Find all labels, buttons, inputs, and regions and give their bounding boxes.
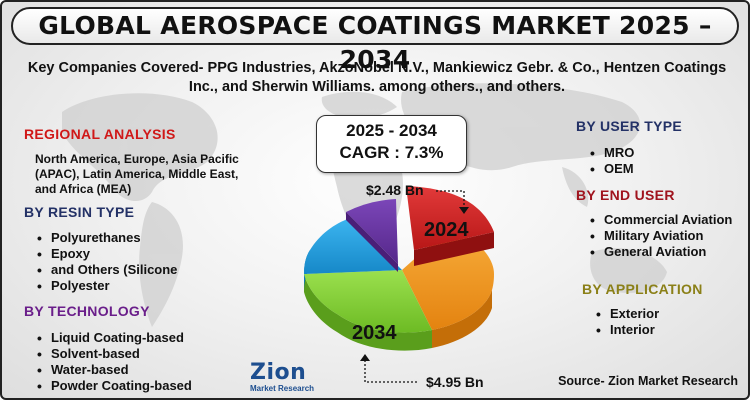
list-item: Solvent-based <box>35 346 192 362</box>
regional-analysis-heading: REGIONAL ANALYSIS <box>24 126 176 142</box>
pie-slice-blue <box>304 218 402 274</box>
callout-arrow-2034 <box>360 354 419 383</box>
technology-list: Liquid Coating-based Solvent-based Water… <box>35 330 192 394</box>
zion-logo: Zion Market Research <box>250 362 320 394</box>
list-item: Polyester <box>35 278 177 294</box>
list-item: Polyurethanes <box>35 230 177 246</box>
pie-slice-red-side <box>414 232 494 266</box>
user-type-list: MRO OEM <box>588 145 634 177</box>
end-user-heading: BY END USER <box>576 187 675 203</box>
label-2034: 2034 <box>352 322 397 344</box>
cagr-box: 2025 - 2034 CAGR : 7.3% <box>316 115 467 173</box>
pie-chart: 2024 2034 <box>304 186 494 351</box>
application-heading: BY APPLICATION <box>582 281 703 297</box>
value-2034: $4.95 Bn <box>426 374 484 390</box>
list-item: Liquid Coating-based <box>35 330 192 346</box>
source-text: Source- Zion Market Research <box>558 374 738 388</box>
application-list: Exterior Interior <box>594 306 659 338</box>
list-item: Exterior <box>594 306 659 322</box>
list-item: OEM <box>588 161 634 177</box>
resin-type-list: Polyurethanes Epoxy and Others (Silicone… <box>35 230 177 294</box>
list-item: Interior <box>594 322 659 338</box>
title-banner: GLOBAL AEROSPACE COATINGS MARKET 2025 – … <box>11 7 739 74</box>
logo-name: Zion <box>250 360 307 385</box>
list-item: General Aviation <box>588 244 732 260</box>
pie-slice-green <box>304 270 432 333</box>
end-user-list: Commercial Aviation Military Aviation Ge… <box>588 212 732 260</box>
forecast-period: 2025 - 2034 <box>346 121 437 140</box>
key-companies-text: Key Companies Covered- PPG Industries, A… <box>27 60 727 95</box>
list-item: and Others (Silicone <box>35 262 177 278</box>
pie-slice-red <box>406 186 494 250</box>
pie-slice-green-side <box>304 274 432 351</box>
logo-tagline: Market Research <box>250 384 315 393</box>
user-type-heading: BY USER TYPE <box>576 118 683 134</box>
value-2024: $2.48 Bn <box>366 182 424 198</box>
list-item: Commercial Aviation <box>588 212 732 228</box>
list-item: Powder Coating-based <box>35 378 192 394</box>
list-item: Military Aviation <box>588 228 732 244</box>
pie-slice-orange-side <box>432 290 492 348</box>
technology-heading: BY TECHNOLOGY <box>24 303 150 319</box>
list-item: Epoxy <box>35 246 177 262</box>
list-item: MRO <box>588 145 634 161</box>
label-2024: 2024 <box>424 219 469 241</box>
resin-type-heading: BY RESIN TYPE <box>24 204 135 220</box>
regional-analysis-text: North America, Europe, Asia Pacific (APA… <box>35 152 239 196</box>
page-title: GLOBAL AEROSPACE COATINGS MARKET 2025 – … <box>38 11 712 74</box>
cagr-value: CAGR : 7.3% <box>339 143 444 162</box>
callout-arrow-2024 <box>436 190 469 214</box>
pie-slice-purple <box>346 199 398 264</box>
pie-slice-purple-side <box>346 212 398 272</box>
list-item: Water-based <box>35 362 192 378</box>
